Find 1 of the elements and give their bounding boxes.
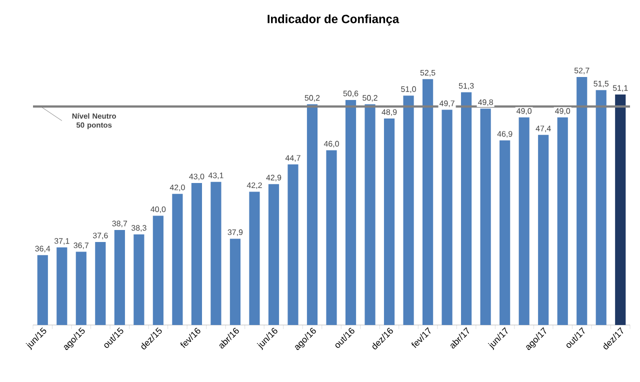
chart-title: Indicador de Confiança (268, 14, 400, 26)
